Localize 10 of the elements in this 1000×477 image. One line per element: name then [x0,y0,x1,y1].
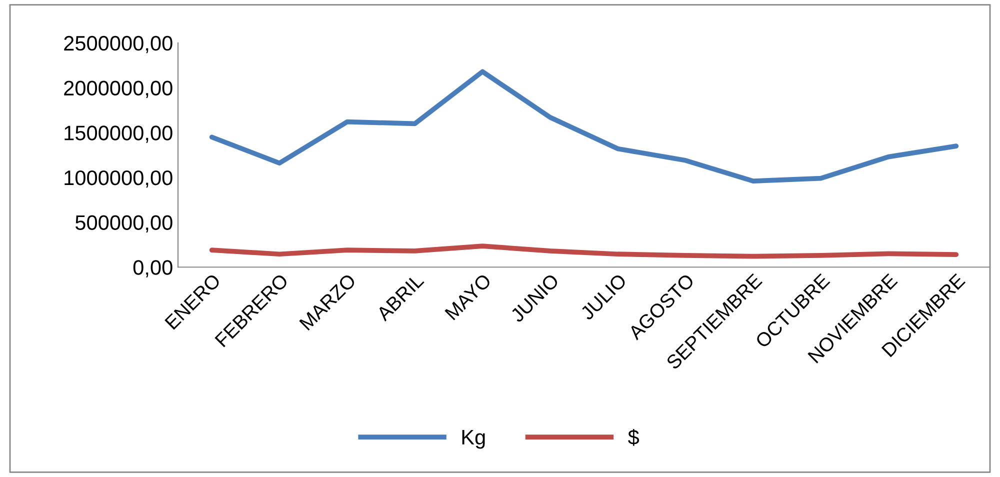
y-tick-label: 2500000,00 [64,36,172,54]
line-series [209,69,959,184]
line-series [209,244,959,259]
y-tick-label: 1500000,00 [64,126,172,143]
legend-label: Kg [462,430,485,449]
y-tick-label: 500000,00 [76,215,172,232]
y-tick-label: 0,00 [133,260,172,278]
y-tick-label: 1000000,00 [64,170,172,188]
y-tick-label: 2000000,00 [64,80,172,98]
legend-label: $ [628,428,640,446]
